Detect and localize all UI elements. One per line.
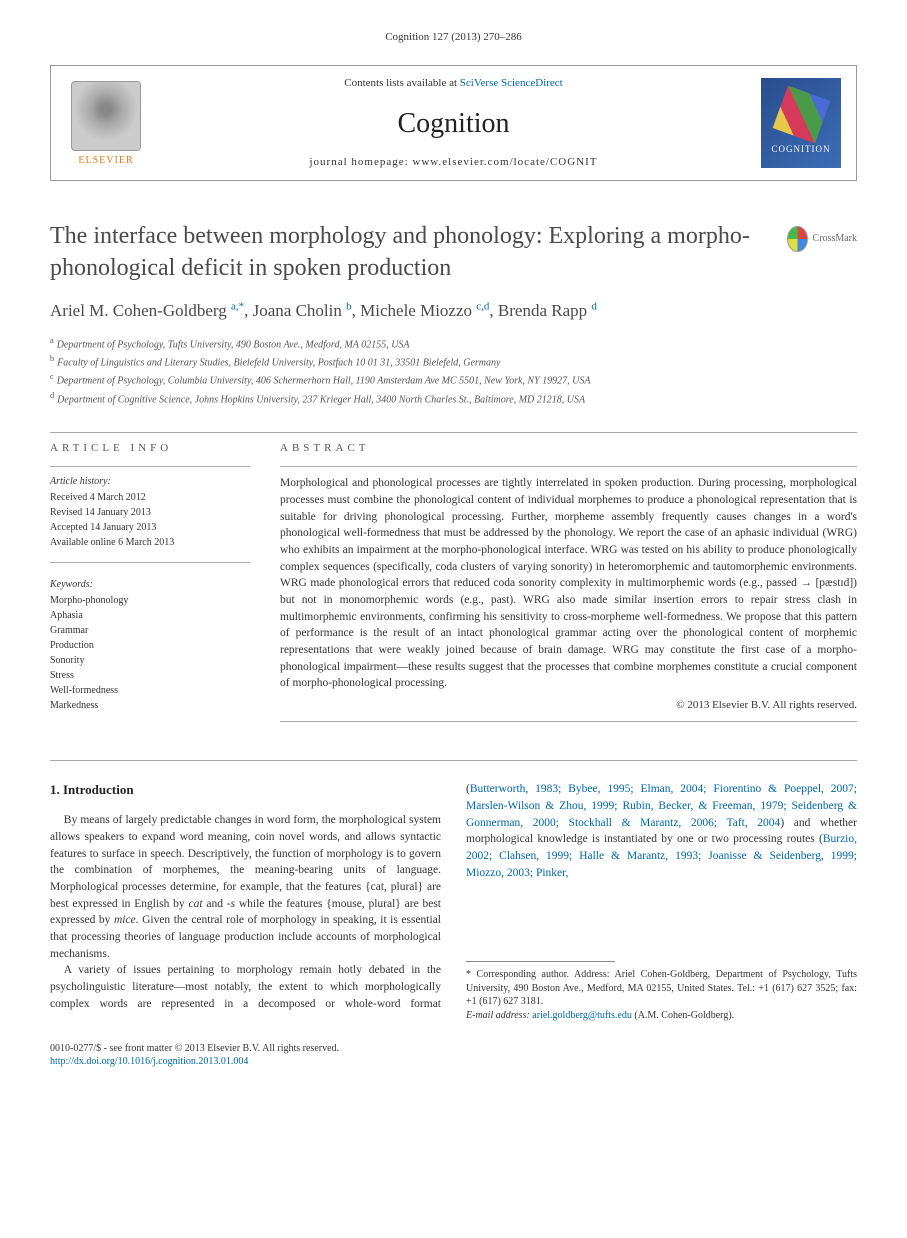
crossmark-badge[interactable]: CrossMark	[787, 226, 857, 252]
corr-author-text: * Corresponding author. Address: Ariel C…	[466, 968, 857, 1009]
article-title: The interface between morphology and pho…	[50, 221, 767, 283]
corr-author-email-line: E-mail address: ariel.goldberg@tufts.edu…	[466, 1009, 857, 1023]
corresponding-author-footnote: * Corresponding author. Address: Ariel C…	[466, 968, 857, 1022]
divider	[50, 760, 857, 761]
section-heading-intro: 1. Introduction	[50, 781, 441, 800]
doi-link[interactable]: http://dx.doi.org/10.1016/j.cognition.20…	[50, 1056, 248, 1067]
keyword-item: Markedness	[50, 699, 250, 713]
intro-para-1: By means of largely predictable changes …	[50, 812, 441, 962]
cognition-cube-icon	[772, 85, 830, 143]
keyword-item: Grammar	[50, 624, 250, 638]
cognition-logo: COGNITION	[761, 78, 841, 168]
affiliation-item: cDepartment of Psychology, Columbia Univ…	[50, 371, 857, 388]
footnote-separator	[466, 961, 615, 962]
issn-line: 0010-0277/$ - see front matter © 2013 El…	[50, 1042, 857, 1055]
article-info-heading: ARTICLE INFO	[50, 441, 250, 456]
bottom-matter: 0010-0277/$ - see front matter © 2013 El…	[50, 1042, 857, 1068]
crossmark-label: CrossMark	[813, 232, 857, 246]
affiliation-item: aDepartment of Psychology, Tufts Univers…	[50, 335, 857, 352]
history-item: Accepted 14 January 2013	[50, 521, 250, 535]
info-abstract-row: ARTICLE INFO Article history: Received 4…	[50, 441, 857, 731]
keyword-item: Well-formedness	[50, 684, 250, 698]
crossmark-icon	[787, 226, 808, 252]
journal-reference: Cognition 127 (2013) 270–286	[50, 30, 857, 45]
affiliation-item: dDepartment of Cognitive Science, Johns …	[50, 390, 857, 407]
homepage-prefix: journal homepage:	[310, 156, 413, 168]
keywords-label: Keywords:	[50, 578, 250, 592]
article-info: ARTICLE INFO Article history: Received 4…	[50, 441, 250, 731]
history-item: Available online 6 March 2013	[50, 536, 250, 550]
email-suffix: (A.M. Cohen-Goldberg).	[632, 1010, 734, 1021]
journal-name: Cognition	[146, 104, 761, 143]
elsevier-text: ELSEVIER	[78, 154, 133, 168]
keyword-item: Sonority	[50, 654, 250, 668]
abstract-copyright: © 2013 Elsevier B.V. All rights reserved…	[280, 698, 857, 713]
keyword-item: Morpho-phonology	[50, 594, 250, 608]
divider	[50, 432, 857, 433]
keywords-list: Morpho-phonologyAphasiaGrammarProduction…	[50, 594, 250, 713]
history-list: Received 4 March 2012Revised 14 January …	[50, 491, 250, 550]
keyword-item: Aphasia	[50, 609, 250, 623]
history-item: Revised 14 January 2013	[50, 506, 250, 520]
homepage-line: journal homepage: www.elsevier.com/locat…	[146, 155, 761, 170]
affiliation-item: bFaculty of Linguistics and Literary Stu…	[50, 353, 857, 370]
elsevier-logo: ELSEVIER	[66, 78, 146, 168]
email-link[interactable]: ariel.goldberg@tufts.edu	[532, 1010, 632, 1021]
keyword-item: Stress	[50, 669, 250, 683]
contents-prefix: Contents lists available at	[344, 77, 459, 89]
title-row: The interface between morphology and pho…	[50, 221, 857, 283]
divider	[280, 466, 857, 467]
header-center: Contents lists available at SciVerse Sci…	[146, 76, 761, 170]
sciencedirect-link[interactable]: SciVerse ScienceDirect	[460, 77, 563, 89]
keywords-block: Keywords: Morpho-phonologyAphasiaGrammar…	[50, 578, 250, 713]
divider	[280, 721, 857, 722]
journal-header: ELSEVIER Contents lists available at Sci…	[50, 65, 857, 181]
history-label: Article history:	[50, 475, 250, 489]
divider	[50, 466, 250, 467]
elsevier-tree-icon	[71, 81, 141, 151]
homepage-link[interactable]: www.elsevier.com/locate/COGNIT	[412, 156, 597, 168]
abstract: ABSTRACT Morphological and phonological …	[280, 441, 857, 731]
divider	[50, 562, 250, 563]
history-item: Received 4 March 2012	[50, 491, 250, 505]
cognition-logo-text: COGNITION	[772, 143, 831, 156]
authors-line: Ariel M. Cohen-Goldberg a,*, Joana Choli…	[50, 299, 857, 323]
abstract-text: Morphological and phonological processes…	[280, 475, 857, 692]
affiliations: aDepartment of Psychology, Tufts Univers…	[50, 335, 857, 407]
body-text: 1. Introduction By means of largely pred…	[50, 781, 857, 1022]
abstract-heading: ABSTRACT	[280, 441, 857, 456]
email-label: E-mail address:	[466, 1010, 530, 1021]
contents-line: Contents lists available at SciVerse Sci…	[146, 76, 761, 91]
keyword-item: Production	[50, 639, 250, 653]
